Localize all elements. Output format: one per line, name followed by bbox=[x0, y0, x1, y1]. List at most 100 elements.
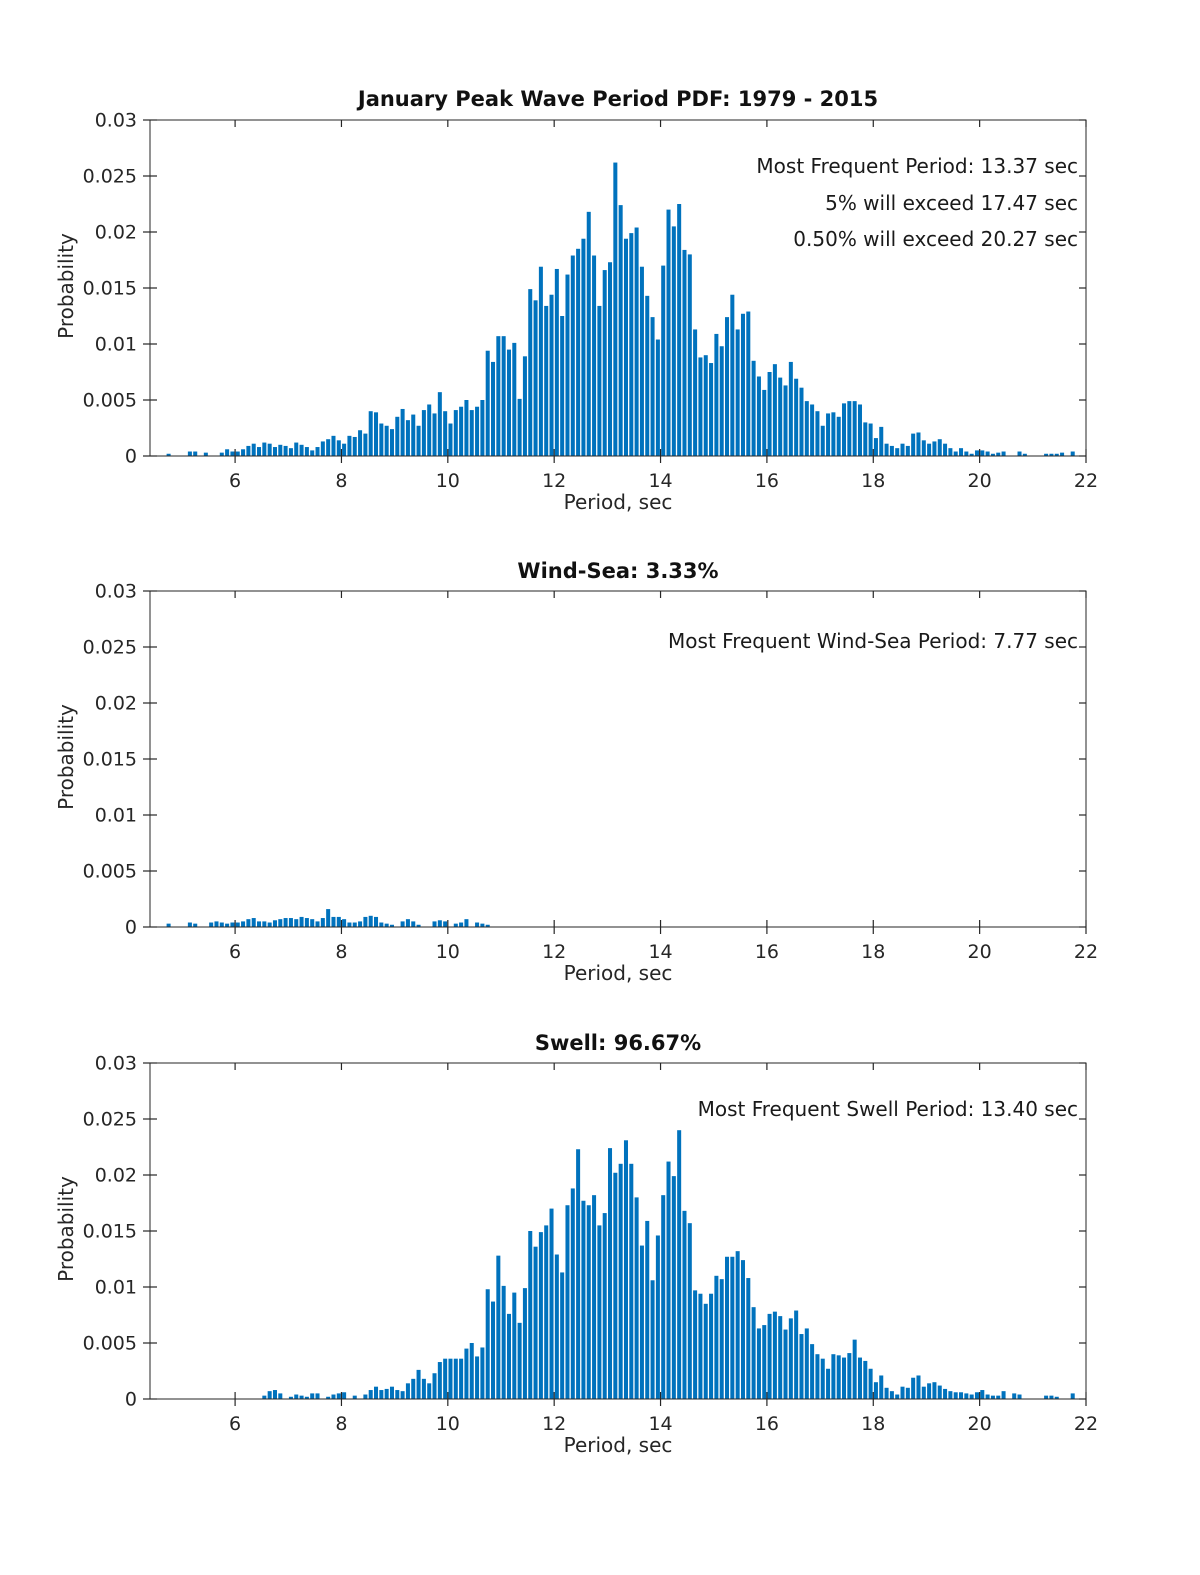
y-tick-label: 0.02 bbox=[95, 222, 137, 244]
histogram-bar bbox=[416, 425, 421, 456]
histogram-bar bbox=[1022, 453, 1027, 456]
x-tick-label: 8 bbox=[335, 1413, 347, 1435]
histogram-bar bbox=[347, 922, 352, 927]
histogram-bar bbox=[698, 1293, 703, 1399]
histogram-bar bbox=[485, 1289, 490, 1399]
histogram-bar bbox=[990, 453, 995, 456]
x-tick-label: 12 bbox=[542, 470, 566, 492]
histogram-bar bbox=[225, 449, 230, 456]
histogram-bar bbox=[235, 451, 240, 456]
histogram-bar bbox=[645, 1220, 650, 1399]
chart2-xaxis-label: Period, sec bbox=[563, 961, 673, 985]
histogram-bar bbox=[618, 205, 623, 456]
chart3-yaxis-label: Probability bbox=[54, 1176, 78, 1282]
histogram-bar bbox=[395, 416, 400, 456]
histogram-bar bbox=[948, 448, 953, 456]
histogram-bar bbox=[661, 265, 666, 456]
chart1-annotation-most-frequent: Most Frequent Period: 13.37 sec bbox=[756, 154, 1078, 178]
histogram-bar bbox=[879, 426, 884, 456]
histogram-bar bbox=[857, 1357, 862, 1399]
histogram-bar bbox=[762, 389, 767, 456]
chart2-title: Wind-Sea: 3.33% bbox=[517, 559, 719, 583]
histogram-bar bbox=[209, 922, 214, 927]
histogram-bar bbox=[299, 916, 304, 927]
histogram-bar bbox=[778, 377, 783, 456]
histogram-bar bbox=[868, 423, 873, 456]
histogram-bar bbox=[352, 436, 357, 456]
histogram-bar bbox=[608, 1148, 613, 1399]
x-tick-label: 20 bbox=[968, 470, 992, 492]
histogram-bar bbox=[1049, 453, 1054, 456]
histogram-bar bbox=[1001, 1391, 1006, 1399]
x-tick-label: 14 bbox=[648, 1413, 672, 1435]
histogram-bar bbox=[448, 1358, 453, 1399]
histogram-bar bbox=[379, 423, 384, 456]
histogram-bar bbox=[799, 1334, 804, 1399]
y-tick-label: 0.03 bbox=[95, 1053, 137, 1075]
histogram-bar bbox=[427, 404, 432, 456]
histogram-bar bbox=[299, 444, 304, 456]
x-tick-label: 22 bbox=[1074, 941, 1098, 963]
histogram-bar bbox=[421, 410, 426, 456]
histogram-bar bbox=[443, 1358, 448, 1399]
histogram-bar bbox=[953, 451, 958, 456]
histogram-bar bbox=[767, 372, 772, 456]
histogram-bar bbox=[193, 451, 198, 456]
chart2-annotation-most-frequent: Most Frequent Wind-Sea Period: 7.77 sec bbox=[668, 629, 1078, 653]
x-tick-label: 6 bbox=[229, 1413, 241, 1435]
histogram-bar bbox=[842, 1357, 847, 1399]
histogram-bar bbox=[677, 204, 682, 456]
histogram-bar bbox=[964, 451, 969, 456]
histogram-bar bbox=[374, 412, 379, 456]
histogram-bar bbox=[363, 1394, 368, 1399]
histogram-bar bbox=[405, 1383, 410, 1399]
chart3-annotation-most-frequent: Most Frequent Swell Period: 13.40 sec bbox=[697, 1097, 1078, 1121]
y-tick-label: 0.025 bbox=[83, 1109, 137, 1131]
histogram-bar bbox=[528, 1231, 533, 1399]
histogram-bar bbox=[411, 414, 416, 456]
histogram-bar bbox=[304, 447, 309, 456]
histogram-bar bbox=[400, 921, 405, 927]
histogram-bar bbox=[709, 363, 714, 456]
histogram-bar bbox=[315, 1393, 320, 1399]
histogram-bar bbox=[677, 1130, 682, 1399]
histogram-bar bbox=[469, 410, 474, 456]
x-tick-label: 8 bbox=[335, 941, 347, 963]
histogram-bar bbox=[400, 1391, 405, 1399]
histogram-bar bbox=[453, 1358, 458, 1399]
histogram-bar bbox=[969, 1394, 974, 1399]
histogram-bar bbox=[836, 416, 841, 456]
histogram-bar bbox=[219, 452, 224, 456]
histogram-bar bbox=[985, 451, 990, 456]
histogram-bar bbox=[959, 448, 964, 456]
histogram-bar bbox=[203, 452, 208, 456]
histogram-bar bbox=[602, 1213, 607, 1399]
histogram-bar bbox=[613, 1172, 618, 1399]
histogram-bar bbox=[432, 413, 437, 456]
histogram-bar bbox=[187, 451, 192, 456]
histogram-bar bbox=[331, 435, 336, 456]
histogram-bar bbox=[1054, 1396, 1059, 1399]
histogram-bar bbox=[639, 1245, 644, 1399]
histogram-bar bbox=[746, 1278, 751, 1399]
histogram-bar bbox=[873, 438, 878, 456]
chart3-xaxis-label: Period, sec bbox=[563, 1433, 673, 1457]
histogram-bar bbox=[342, 443, 347, 456]
histogram-bar bbox=[847, 1353, 852, 1399]
histogram-bar bbox=[820, 425, 825, 456]
histogram-bar bbox=[437, 920, 442, 927]
histogram-bar bbox=[283, 918, 288, 927]
histogram-bar bbox=[661, 1195, 666, 1399]
histogram-bar bbox=[272, 1390, 277, 1399]
x-tick-label: 18 bbox=[861, 941, 885, 963]
histogram-bar bbox=[959, 1392, 964, 1399]
histogram-bar bbox=[990, 1395, 995, 1399]
histogram-bar bbox=[719, 346, 724, 456]
histogram-bar bbox=[304, 1396, 309, 1399]
histogram-bar bbox=[756, 376, 761, 456]
x-tick-label: 22 bbox=[1074, 470, 1098, 492]
histogram-bar bbox=[363, 916, 368, 927]
histogram-bar bbox=[629, 1163, 634, 1399]
histogram-bar bbox=[948, 1391, 953, 1399]
histogram-bar bbox=[363, 433, 368, 456]
